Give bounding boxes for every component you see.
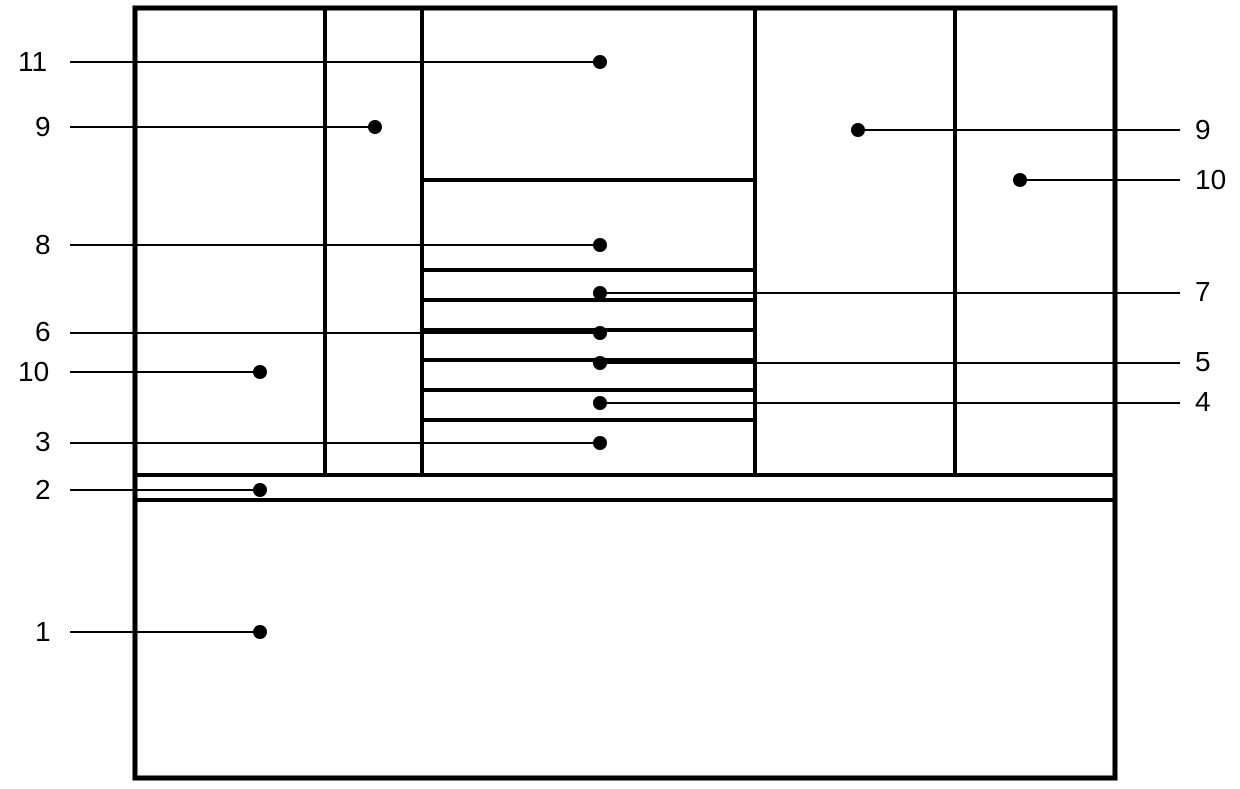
callout-label-5: 5 [1195, 346, 1211, 378]
callout-label-6: 6 [35, 316, 51, 348]
callout-label-7: 7 [1195, 276, 1211, 308]
diagram-container: 11 9 8 6 10 3 2 1 9 10 7 5 4 [0, 0, 1240, 789]
diagram-svg [0, 0, 1240, 789]
callout-label-10: 10 [1195, 164, 1226, 196]
callout-label-2: 2 [35, 474, 51, 506]
callout-label-9: 9 [1195, 114, 1211, 146]
callout-label-11: 11 [18, 46, 47, 78]
callout-label-9: 9 [35, 111, 51, 143]
callout-label-8: 8 [35, 229, 51, 261]
callout-label-1: 1 [35, 616, 51, 648]
callout-label-10: 10 [18, 356, 49, 388]
callout-label-4: 4 [1195, 386, 1211, 418]
callout-label-3: 3 [35, 426, 51, 458]
